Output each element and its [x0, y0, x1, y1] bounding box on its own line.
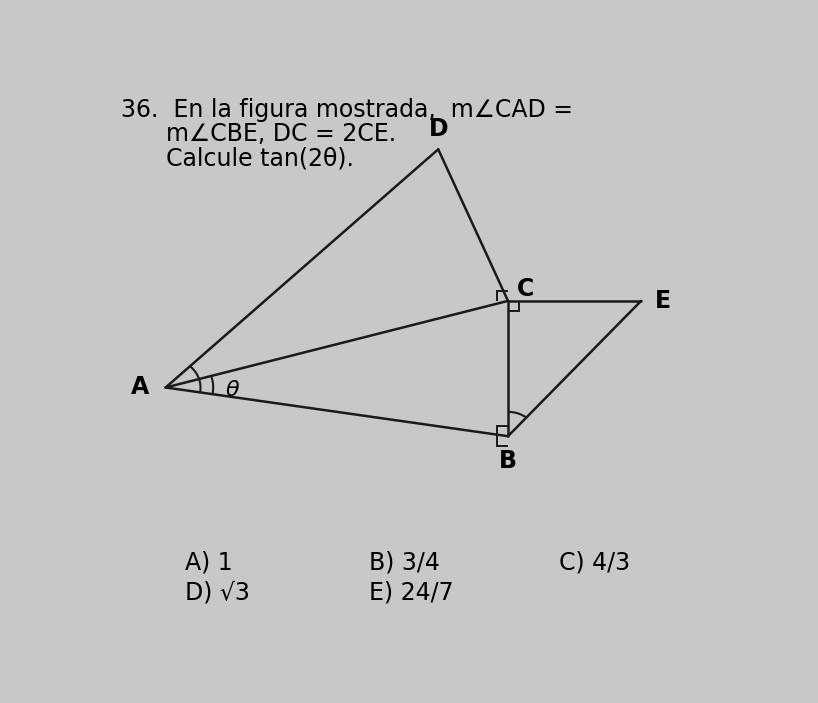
Text: B) 3/4: B) 3/4: [368, 550, 439, 574]
Text: D) √3: D) √3: [185, 580, 249, 604]
Text: A: A: [131, 375, 150, 399]
Text: Calcule tan(2θ).: Calcule tan(2θ).: [121, 147, 354, 171]
Text: E) 24/7: E) 24/7: [368, 580, 453, 604]
Text: C: C: [517, 277, 534, 301]
Text: D: D: [429, 117, 448, 141]
Text: E: E: [654, 289, 671, 313]
Text: A) 1: A) 1: [185, 550, 232, 574]
Text: B: B: [499, 449, 517, 472]
Text: C) 4/3: C) 4/3: [559, 550, 630, 574]
Text: m∠CBE, DC = 2CE.: m∠CBE, DC = 2CE.: [121, 122, 397, 146]
Text: θ: θ: [226, 380, 239, 400]
Text: 36.  En la figura mostrada,  m∠CAD =: 36. En la figura mostrada, m∠CAD =: [121, 98, 573, 122]
